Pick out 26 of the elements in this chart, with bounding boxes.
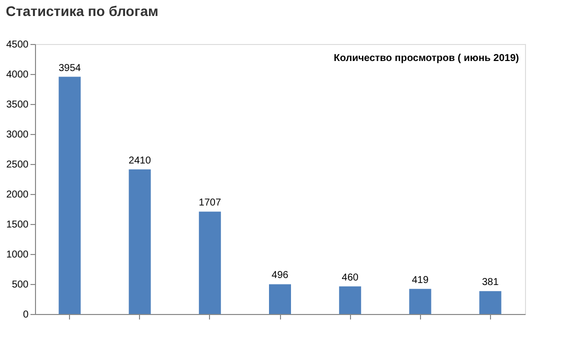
bar: [58, 76, 81, 314]
chart-title: Статистика по блогам: [6, 3, 158, 19]
y-tick-label: 2000: [6, 190, 29, 200]
bar: [198, 212, 221, 314]
y-tick-label: 4500: [6, 40, 29, 50]
data-label: 381: [482, 277, 500, 288]
bar: [409, 288, 432, 314]
text: Количество просмотров ( июнь 2019): [334, 53, 519, 64]
data-label: 419: [412, 274, 429, 286]
y-tick-label: 4000: [6, 70, 29, 80]
y-tick-label: 500: [12, 280, 29, 290]
y-tick-label: 1000: [6, 250, 29, 260]
data-label: 3954: [58, 62, 82, 74]
data-label: 2410: [128, 155, 152, 166]
data-label: 460: [342, 272, 359, 284]
bar: [479, 291, 502, 314]
y-tick-label: 3500: [6, 100, 29, 110]
y-tick-label: 1500: [6, 220, 29, 230]
bar: [269, 284, 291, 314]
data-label: 496: [272, 270, 289, 282]
y-tick-label: 2500: [6, 160, 29, 170]
y-tick-label: 0: [22, 310, 29, 320]
bar: [339, 286, 362, 314]
y-tick-label: 3000: [6, 130, 29, 140]
data-label: 1707: [198, 198, 222, 209]
bar: [128, 169, 151, 314]
